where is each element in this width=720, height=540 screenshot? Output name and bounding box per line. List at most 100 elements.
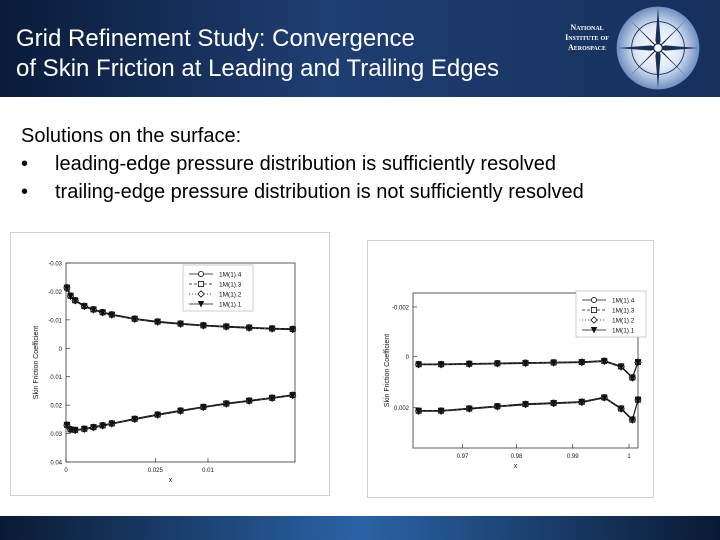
legend-box (182, 264, 254, 312)
y-tick-label: 0.02 (50, 404, 62, 410)
triangle-marker (67, 293, 74, 300)
diamond-marker (197, 290, 205, 298)
triangle-marker (437, 361, 445, 369)
y-axis-label: Skin Friction Coefficient (33, 326, 40, 399)
y-axis-label: Skin Friction Coefficient (384, 334, 391, 407)
y-tick-label: -0.02 (48, 290, 62, 296)
y-tick-label: 0.002 (394, 406, 410, 412)
chart-legend: 1M(1).4 1M(1).3 1M(1).2 1M(1).1 (575, 290, 647, 338)
intro-text: Solutions on the surface: (21, 125, 242, 147)
y-tick-label: -0.002 (392, 305, 410, 311)
triangle-marker (108, 421, 116, 428)
triangle-marker (223, 401, 230, 408)
triangle-marker (601, 358, 608, 366)
triangle-marker (437, 408, 445, 415)
chart-legend: 1M(1).4 1M(1).3 1M(1).2 1M(1).1 (182, 264, 254, 312)
x-axis-ticks: 0.97 0.98 0.99 1 (457, 444, 631, 460)
triangle-marker (200, 323, 207, 330)
series-line (66, 287, 293, 330)
nia-star-emblem-icon (616, 6, 700, 90)
triangle-marker (550, 400, 557, 408)
triangle-marker (629, 417, 636, 424)
y-axis-ticks: -0.002 0 0.002 (392, 305, 417, 412)
footer-bar (0, 516, 720, 540)
triangle-marker (63, 285, 71, 292)
square-marker (590, 307, 597, 314)
triangle-marker (63, 422, 71, 430)
triangle-marker (522, 360, 529, 368)
triangle-marker (415, 408, 422, 415)
y-tick-label: 0 (406, 355, 410, 361)
triangle-marker (289, 392, 296, 400)
x-axis-label: x (514, 463, 518, 470)
triangle-marker (289, 326, 296, 334)
triangle-marker (601, 395, 608, 402)
triangle-marker (245, 325, 253, 332)
x-tick-label: 0.025 (148, 468, 164, 474)
triangle-marker (71, 298, 79, 305)
triangle-marker (154, 319, 161, 326)
plot-frame (65, 262, 296, 463)
triangle-marker (629, 375, 636, 382)
x-axis-ticks: 0 0.025 0.01 (64, 458, 214, 474)
x-tick-label: 0.97 (457, 454, 469, 460)
triangle-marker (494, 403, 501, 411)
triangle-marker (90, 424, 97, 432)
triangle-marker (81, 426, 88, 433)
legend-label: 1M(1).3 (219, 282, 242, 289)
y-axis-ticks: -0.03 -0.02 -0.01 0 0.01 0.02 0.03 0.04 (48, 262, 70, 467)
triangle-marker (200, 404, 207, 412)
legend-label: 1M(1).1 (612, 328, 635, 335)
plot-frame (412, 292, 639, 449)
leading-edge-chart: -0.03 -0.02 -0.01 0 0.01 0.02 0.03 0.040 0.025 0.… (33, 262, 297, 484)
triangle-marker (268, 326, 276, 333)
legend-label: 1M(1).1 (219, 302, 242, 309)
x-tick-label: 1 (627, 454, 631, 460)
triangle-marker (634, 397, 642, 404)
triangle-marker (99, 309, 106, 317)
leading-edge-plot: -0.03 -0.02 -0.01 0 0.01 0.02 0.03 0.04 0 0.025 0.… (10, 232, 330, 496)
series-line (418, 396, 639, 421)
triangle-marker (154, 412, 161, 419)
triangle-marker (522, 401, 529, 409)
diamond-marker (590, 316, 598, 324)
triangle-marker (415, 361, 422, 369)
triangle-marker (590, 327, 598, 334)
legend-label: 1M(1).3 (612, 308, 635, 315)
triangle-marker (108, 312, 116, 319)
triangle-marker (494, 361, 501, 368)
triangle-marker (578, 359, 585, 367)
trailing-edge-chart: -0.002 0 0.002 0.97 0.98 0.99 1 x Skin Friction … (384, 290, 647, 470)
triangle-marker (177, 321, 184, 328)
triangle-marker (550, 360, 557, 367)
bullet-dot: • (21, 153, 29, 175)
nia-wordmark: National Institute of Aerospace (565, 23, 609, 52)
y-tick-label: -0.01 (48, 318, 62, 324)
y-tick-label: 0.01 (50, 375, 62, 381)
y-tick-label: 0.03 (50, 432, 62, 438)
bullet-item: • trailing-edge pressure distribution is… (21, 178, 711, 206)
triangle-marker (90, 307, 97, 314)
y-tick-label: -0.03 (48, 262, 62, 268)
triangle-marker (268, 395, 276, 403)
x-axis-label: x (169, 477, 173, 484)
x-tick-label: 0 (64, 468, 68, 474)
triangle-marker (578, 399, 585, 407)
triangle-marker (617, 364, 625, 371)
circle-marker (197, 271, 204, 278)
square-marker (197, 281, 204, 288)
title-banner: Grid Refinement Study: Convergence of Sk… (0, 0, 720, 97)
triangle-marker (466, 406, 473, 413)
trailing-edge-plot: -0.002 0 0.002 0.97 0.98 0.99 1 x Skin Friction … (367, 240, 654, 498)
triangle-marker (99, 423, 106, 430)
triangle-marker (177, 408, 184, 415)
bullet-text: trailing-edge pressure distribution is n… (55, 181, 584, 203)
legend-label: 1M(1).4 (612, 298, 635, 305)
triangle-marker (131, 416, 138, 424)
triangle-marker (71, 427, 79, 435)
x-tick-label: 0.98 (511, 454, 523, 460)
bullet-text: leading-edge pressure distribution is su… (55, 153, 557, 175)
legend-label: 1M(1).4 (219, 272, 242, 279)
y-tick-label: 0.04 (50, 461, 62, 467)
y-tick-label: 0 (59, 347, 63, 353)
